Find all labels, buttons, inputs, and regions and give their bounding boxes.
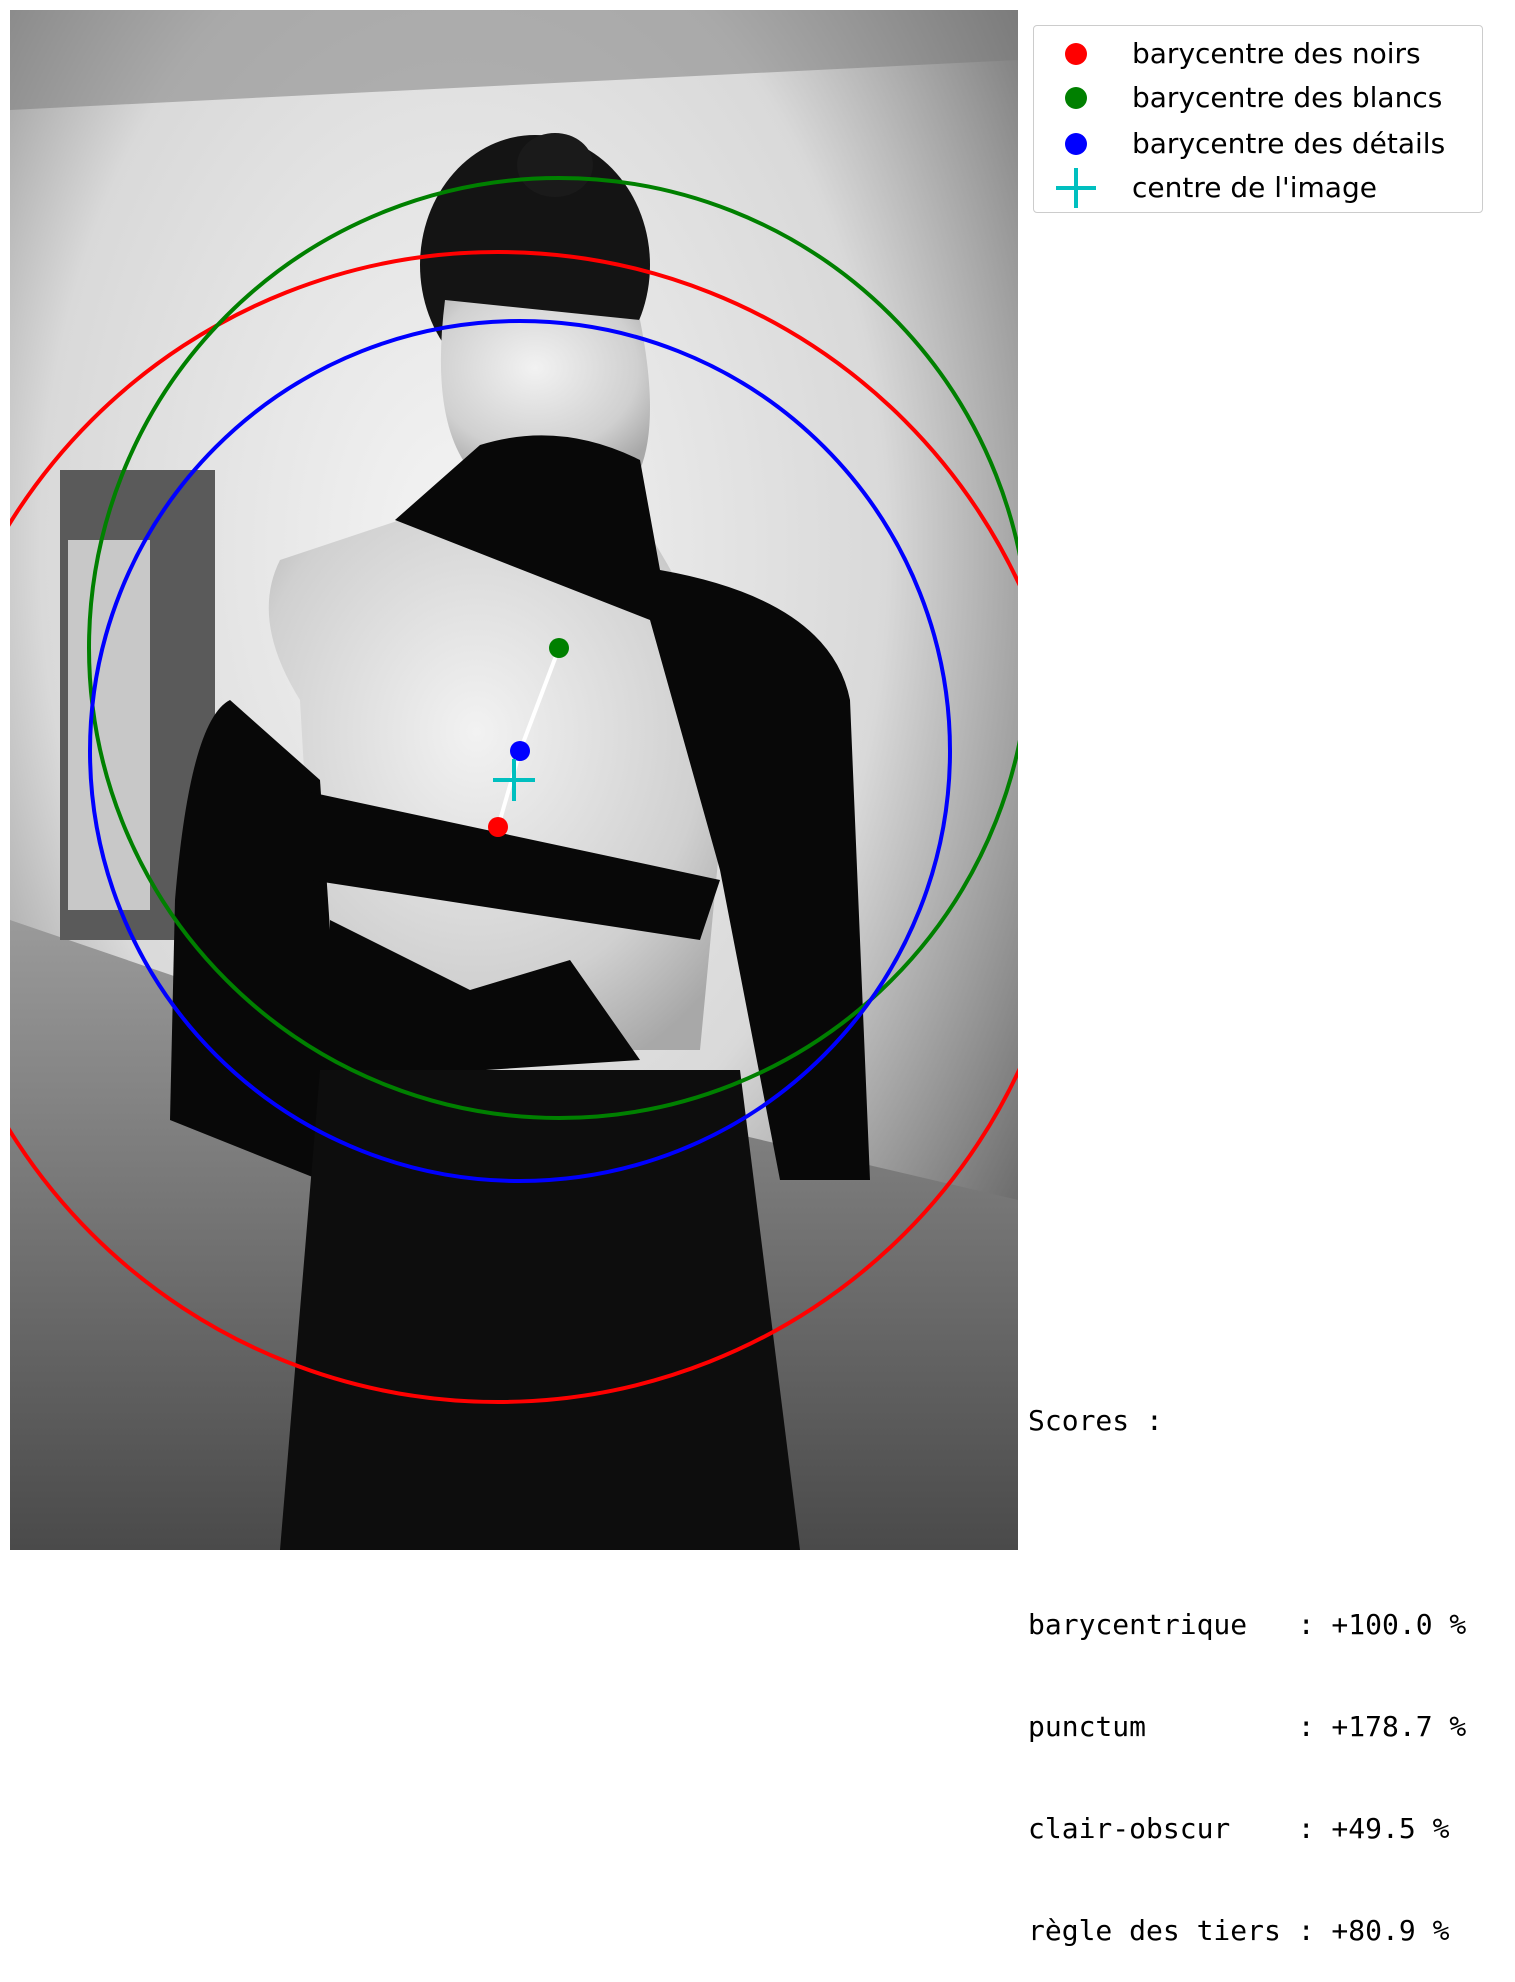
point-noirs: [488, 817, 508, 837]
analysis-plot: [10, 10, 1018, 1550]
point-details: [510, 741, 530, 761]
legend-marker-noirs: [1065, 43, 1087, 65]
score-punctum: punctum : +178.7 %: [1028, 1710, 1467, 1743]
legend-label-noirs: barycentre des noirs: [1132, 37, 1421, 70]
circle-blancs: [87, 176, 1018, 1120]
legend-marker-details: [1065, 133, 1087, 155]
scores-panel: Scores : barycentrique : +100.0 % punctu…: [1028, 1336, 1512, 1982]
legend-entry-details: barycentre des détails: [1034, 122, 1482, 166]
photo-background: [10, 10, 1018, 1550]
point-centre: [493, 759, 535, 801]
legend-label-details: barycentre des détails: [1132, 127, 1446, 160]
legend-entry-noirs: barycentre des noirs: [1034, 32, 1482, 76]
legend: barycentre des noirs barycentre des blan…: [1033, 25, 1483, 213]
scores-spacer: [1028, 1506, 1512, 1540]
legend-label-centre: centre de l'image: [1132, 171, 1377, 204]
legend-marker-blancs: [1065, 87, 1087, 109]
legend-marker-centre: [1056, 168, 1096, 208]
circle-details: [88, 319, 952, 1183]
score-clair-obscur: clair-obscur : +49.5 %: [1028, 1812, 1450, 1845]
legend-entry-blancs: barycentre des blancs: [1034, 76, 1482, 120]
scores-heading: Scores :: [1028, 1404, 1163, 1437]
point-blancs: [549, 638, 569, 658]
points-layer: [488, 638, 569, 837]
score-regle-des-tiers: règle des tiers : +80.9 %: [1028, 1914, 1450, 1947]
circle-noirs: [10, 250, 1018, 1404]
legend-entry-centre: centre de l'image: [1034, 166, 1482, 210]
score-barycentrique: barycentrique : +100.0 %: [1028, 1608, 1467, 1641]
legend-label-blancs: barycentre des blancs: [1132, 81, 1443, 114]
circles-layer: [10, 176, 1018, 1404]
